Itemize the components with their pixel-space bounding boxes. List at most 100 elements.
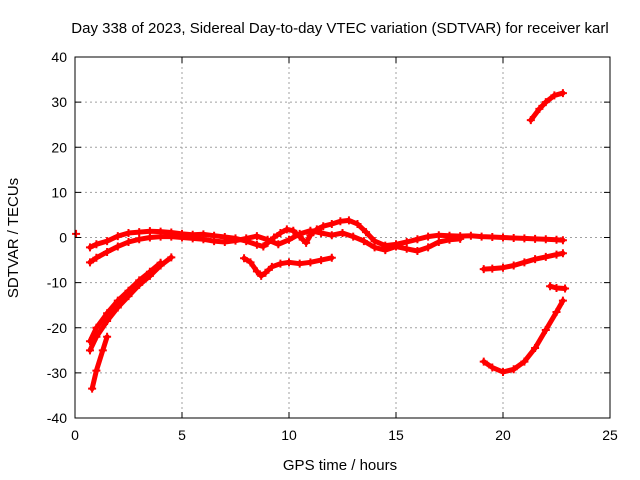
data-point: [550, 91, 559, 100]
data-point: [295, 229, 304, 238]
data-point: [98, 346, 107, 355]
y-tick-label: -10: [47, 275, 67, 291]
data-point: [317, 228, 326, 237]
data-point: [541, 326, 550, 335]
data-point: [509, 233, 518, 242]
data-point: [285, 258, 293, 267]
series-evening-low-arc: [240, 253, 336, 280]
data-point: [103, 247, 112, 256]
data-point: [295, 259, 304, 268]
data-point: [558, 89, 567, 98]
data-point: [344, 216, 353, 225]
data-point: [456, 234, 465, 243]
x-tick-label: 15: [388, 427, 404, 443]
series-trace: [87, 260, 164, 344]
series-early-curve-1: [85, 253, 176, 355]
data-point: [246, 258, 255, 267]
data-point: [306, 258, 315, 267]
data-point: [167, 253, 176, 262]
y-tick-label: -20: [47, 320, 67, 336]
data-point: [124, 286, 133, 295]
data-point: [531, 234, 540, 243]
data-point: [85, 346, 94, 355]
data-point: [276, 228, 285, 237]
data-point: [103, 309, 112, 318]
data-point: [520, 258, 529, 267]
data-point: [434, 231, 443, 240]
x-axis-label: GPS time / hours: [283, 457, 397, 474]
x-tick-label: 20: [495, 427, 511, 443]
data-point: [558, 236, 567, 245]
series-late-short-segment: [546, 282, 570, 293]
data-point: [302, 238, 311, 247]
data-point: [267, 262, 276, 271]
data-point: [282, 225, 291, 234]
data-point: [338, 228, 347, 237]
data-point: [276, 259, 285, 268]
data-point: [289, 226, 298, 235]
data-point: [327, 253, 336, 262]
data-point: [552, 250, 561, 259]
data-point: [257, 271, 266, 280]
x-tick-label: 25: [602, 427, 618, 443]
y-tick-label: 40: [51, 49, 67, 65]
data-point: [327, 219, 336, 228]
data-point: [499, 263, 507, 272]
data-point: [92, 253, 101, 262]
series-trace: [87, 254, 174, 353]
data-point: [252, 232, 261, 241]
data-point: [424, 232, 433, 241]
data-point: [488, 264, 497, 273]
series-trace: [481, 250, 566, 272]
data-point: [113, 296, 122, 305]
series-second-band: [85, 226, 465, 267]
data-point: [72, 229, 81, 238]
data-point: [261, 268, 270, 277]
chart-title: Day 338 of 2023, Sidereal Day-to-day VTE…: [71, 20, 608, 37]
data-point: [124, 238, 133, 247]
data-point: [509, 261, 518, 270]
data-point: [392, 242, 400, 251]
data-point: [188, 234, 197, 243]
data-point: [413, 235, 422, 244]
data-point: [167, 232, 176, 241]
data-point: [124, 228, 133, 237]
data-point: [531, 344, 540, 353]
y-tick-label: 10: [51, 184, 67, 200]
data-point: [479, 265, 488, 274]
data-point: [319, 222, 328, 231]
data-point: [285, 235, 293, 244]
data-point: [520, 357, 529, 366]
data-point: [499, 233, 507, 242]
data-point: [306, 226, 315, 235]
data-point: [113, 232, 122, 241]
series-late-high-arc: [526, 89, 567, 125]
data-point: [156, 258, 165, 267]
data-point: [103, 237, 112, 246]
series-early-curve-3: [88, 332, 112, 393]
data-point: [92, 240, 101, 249]
data-point: [135, 228, 144, 237]
data-point: [434, 238, 443, 247]
data-point: [558, 249, 567, 258]
data-point: [541, 235, 550, 244]
series-early-curve-2: [85, 258, 165, 346]
data-point: [552, 307, 561, 316]
data-point: [103, 332, 112, 341]
series-trace: [89, 334, 110, 392]
data-point: [381, 246, 390, 255]
data-point: [499, 367, 507, 376]
data-point: [336, 217, 345, 226]
data-point: [413, 247, 422, 256]
data-point: [85, 337, 94, 346]
data-point: [259, 242, 268, 251]
data-point: [402, 238, 411, 247]
data-point: [509, 365, 518, 374]
data-point: [263, 235, 272, 244]
y-tick-label: 30: [51, 94, 67, 110]
data-point: [252, 267, 261, 276]
data-series: [72, 89, 570, 393]
series-late-mid-band: [479, 249, 567, 274]
data-point: [558, 296, 567, 305]
data-point: [445, 235, 454, 244]
